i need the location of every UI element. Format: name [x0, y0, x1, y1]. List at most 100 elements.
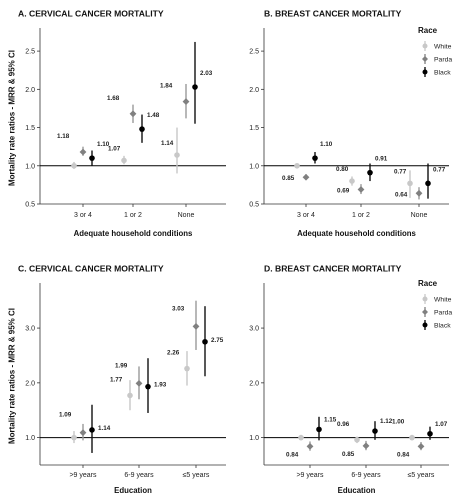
data-point-parda	[129, 110, 137, 118]
data-point-black	[192, 84, 198, 90]
x-tick-label: None	[178, 212, 195, 219]
legend-label: Black	[434, 70, 451, 77]
data-label: 1.07	[108, 145, 121, 152]
data-label: 1.10	[97, 141, 110, 148]
y-tick-label: 0.5	[249, 202, 259, 209]
x-axis-label: Adequate household conditions	[74, 229, 193, 238]
y-tick-label: 3.0	[249, 326, 259, 333]
legend-label: White	[434, 297, 452, 304]
legend-label: Black	[434, 323, 451, 330]
data-point-parda	[135, 379, 143, 387]
data-label: 1.68	[107, 95, 120, 102]
legend-marker	[422, 322, 428, 328]
panel-title: A. CERVICAL CANCER MORTALITY	[18, 8, 164, 18]
x-tick-label: ≤5 years	[408, 472, 435, 479]
legend-marker	[422, 296, 428, 302]
y-tick-label: 2.0	[25, 380, 35, 387]
x-tick-label: 1 or 2	[124, 212, 142, 219]
legend-label: Parda	[434, 310, 452, 317]
data-point-black	[312, 155, 318, 161]
data-point-black	[145, 383, 151, 390]
y-tick-label: 1.0	[249, 435, 259, 442]
y-axis-label: Mortality rate ratios - MRR & 95% CI	[8, 308, 17, 444]
data-point-parda	[302, 173, 310, 181]
data-point-white	[71, 162, 77, 169]
data-label: 1.84	[160, 83, 173, 90]
data-point-white	[349, 178, 355, 184]
y-tick-label: 1.5	[249, 125, 259, 132]
data-point-black	[202, 338, 208, 345]
legend-title: Race	[418, 26, 438, 35]
data-label: 1.14	[98, 425, 111, 432]
data-label: 1.14	[161, 140, 174, 147]
data-point-parda	[357, 186, 365, 193]
data-point-white	[298, 434, 304, 441]
data-point-white	[409, 434, 415, 441]
data-point-black	[89, 427, 95, 433]
y-tick-label: 1.0	[25, 163, 35, 170]
data-label: 1.00	[392, 419, 405, 426]
data-point-black	[367, 169, 373, 176]
data-label: 0.85	[342, 451, 355, 458]
panel-title: B. BREAST CANCER MORTALITY	[264, 8, 402, 18]
data-label: 0.85	[282, 175, 295, 182]
data-point-black	[372, 428, 378, 434]
x-tick-label: 3 or 4	[297, 212, 315, 219]
y-tick-label: 2.0	[249, 380, 259, 387]
data-point-white	[407, 180, 413, 187]
y-tick-label: 3.0	[25, 326, 35, 333]
legend-label: Parda	[434, 57, 452, 64]
data-point-parda	[182, 98, 190, 105]
data-point-white	[71, 434, 77, 441]
data-label: 1.18	[57, 133, 70, 140]
data-label: 3.03	[172, 305, 185, 312]
data-point-white	[354, 437, 360, 443]
data-point-parda	[79, 148, 87, 156]
y-axis-label: Mortality rate ratios - MRR & 95% CI	[8, 50, 17, 186]
x-tick-label: >9 years	[69, 472, 97, 479]
legend-title: Race	[418, 279, 438, 288]
x-axis-label: Adequate household conditions	[297, 229, 416, 238]
y-tick-label: 2.5	[25, 49, 35, 56]
legend-marker	[422, 43, 428, 49]
y-tick-label: 2.0	[249, 87, 259, 94]
data-point-parda	[79, 429, 87, 437]
data-label: 0.80	[336, 166, 349, 173]
data-point-parda	[362, 442, 370, 450]
x-tick-label: 6-9 years	[351, 472, 381, 479]
data-point-white	[294, 162, 300, 169]
y-tick-label: 2.0	[25, 87, 35, 94]
x-axis-label: Education	[338, 486, 376, 495]
data-label: 1.48	[147, 112, 160, 119]
data-point-white	[121, 157, 127, 164]
panel-title: C. CERVICAL CANCER MORTALITY	[18, 263, 164, 273]
data-point-parda	[306, 442, 314, 450]
x-tick-label: 1 or 2	[352, 212, 370, 219]
data-point-parda	[417, 442, 425, 450]
data-label: 0.96	[337, 421, 350, 428]
legend-marker	[422, 69, 428, 75]
x-tick-label: None	[411, 212, 428, 219]
data-label: 1.15	[324, 416, 337, 423]
x-tick-label: >9 years	[296, 472, 324, 479]
legend-marker	[422, 56, 428, 62]
x-tick-label: 3 or 4	[74, 212, 92, 219]
y-tick-label: 2.5	[249, 49, 259, 56]
data-label: 1.12	[380, 418, 393, 425]
data-point-white	[127, 392, 133, 399]
data-label: 0.77	[433, 166, 446, 173]
legend-marker	[422, 309, 428, 315]
y-tick-label: 1.0	[249, 163, 259, 170]
data-label: 0.64	[395, 191, 408, 198]
data-label: 1.09	[59, 412, 72, 419]
data-point-black	[139, 126, 145, 132]
data-label: 1.93	[154, 382, 167, 389]
x-tick-label: 6-9 years	[124, 472, 154, 479]
data-point-white	[184, 365, 190, 372]
x-tick-label: ≤5 years	[183, 472, 210, 479]
data-point-black	[316, 426, 322, 433]
data-label: 0.84	[397, 451, 410, 458]
data-label: 2.75	[211, 337, 224, 344]
y-tick-label: 0.5	[25, 202, 35, 209]
